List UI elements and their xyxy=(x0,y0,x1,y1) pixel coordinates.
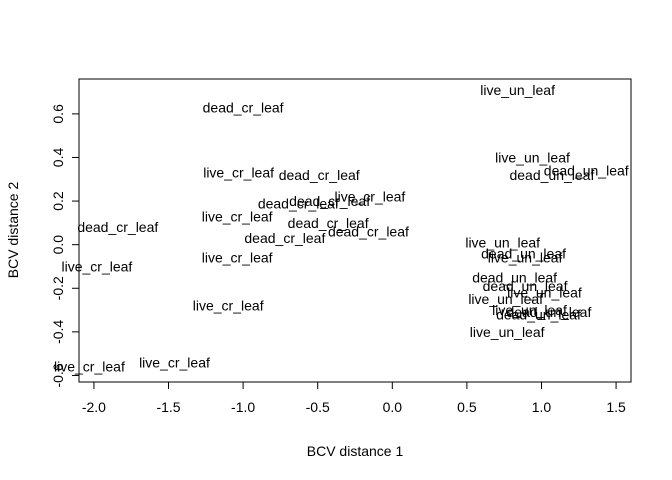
point-label: live_un_leaf xyxy=(492,302,567,318)
x-tick-label: -2.0 xyxy=(82,399,106,415)
x-tick-label: 1.5 xyxy=(606,399,626,415)
x-tick-label: 0.0 xyxy=(383,399,403,415)
x-tick-label: -1.0 xyxy=(231,399,255,415)
y-axis: -0.6 -0.4 -0.2 0.0 0.2 0.4 0.6 xyxy=(50,104,80,388)
point-label: live_un_leaf xyxy=(507,285,582,301)
point-label: live_cr_leaf xyxy=(61,258,132,274)
point-label: dead_un_leaf xyxy=(509,167,594,183)
point-label: live_un_leaf xyxy=(468,291,543,307)
y-tick-label: -0.6 xyxy=(50,363,66,387)
point-label: live_cr_leaf xyxy=(54,359,125,375)
point-label: dead_un_leaf xyxy=(544,163,629,179)
point-label: dead_un_leaf xyxy=(483,278,568,294)
x-tick-label: -1.5 xyxy=(156,399,180,415)
point-label: live_cr_leaf xyxy=(139,354,210,370)
point-label: live_un_leaf xyxy=(465,234,540,250)
point-label: live_cr_leaf xyxy=(202,250,273,266)
x-axis: -2.0 -1.5 -1.0 -0.5 0.0 0.5 1.0 1.5 xyxy=(82,381,626,415)
y-tick-label: 0.0 xyxy=(50,235,66,255)
point-label: live_un_leaf xyxy=(470,324,545,340)
point-label: live_cr_leaf xyxy=(193,298,264,314)
point-label: dead_un_leaf xyxy=(496,306,581,322)
point-label: live_cr_leaf xyxy=(335,189,406,205)
point-label: dead_cr_leaf xyxy=(258,195,339,211)
point-label: dead_cr_leaf xyxy=(279,167,360,183)
point-label: dead_un_leaf xyxy=(507,304,592,320)
point-label: live_un_leaf xyxy=(495,149,570,165)
y-tick-label: 0.6 xyxy=(50,104,66,124)
point-label: dead_un_leaf xyxy=(481,245,566,261)
y-axis-label: BCV distance 2 xyxy=(5,182,21,279)
point-label: live_un_leaf xyxy=(488,250,563,266)
y-tick-label: -0.2 xyxy=(50,276,66,300)
point-label: live_cr_leaf xyxy=(203,165,274,181)
y-tick-label: 0.4 xyxy=(50,148,66,168)
x-tick-label: 0.5 xyxy=(457,399,477,415)
x-tick-label: 1.0 xyxy=(532,399,552,415)
y-tick-label: 0.2 xyxy=(50,191,66,211)
x-axis-label: BCV distance 1 xyxy=(307,443,404,459)
point-label: dead_un_leaf xyxy=(472,269,557,285)
point-label: dead_cr_leaf xyxy=(328,224,409,240)
point-label: live_un_leaf xyxy=(480,82,555,98)
point-label: live_cr_leaf xyxy=(202,208,273,224)
x-tick-label: -0.5 xyxy=(306,399,330,415)
point-label: dead_cr_leaf xyxy=(203,99,284,115)
point-label: dead_cr_leaf xyxy=(244,230,325,246)
y-tick-label: -0.4 xyxy=(50,320,66,344)
point-label: dead_cr_leaf xyxy=(288,215,369,231)
point-label: dead_cr_leaf xyxy=(289,193,370,209)
point-label: dead_cr_leaf xyxy=(77,219,158,235)
